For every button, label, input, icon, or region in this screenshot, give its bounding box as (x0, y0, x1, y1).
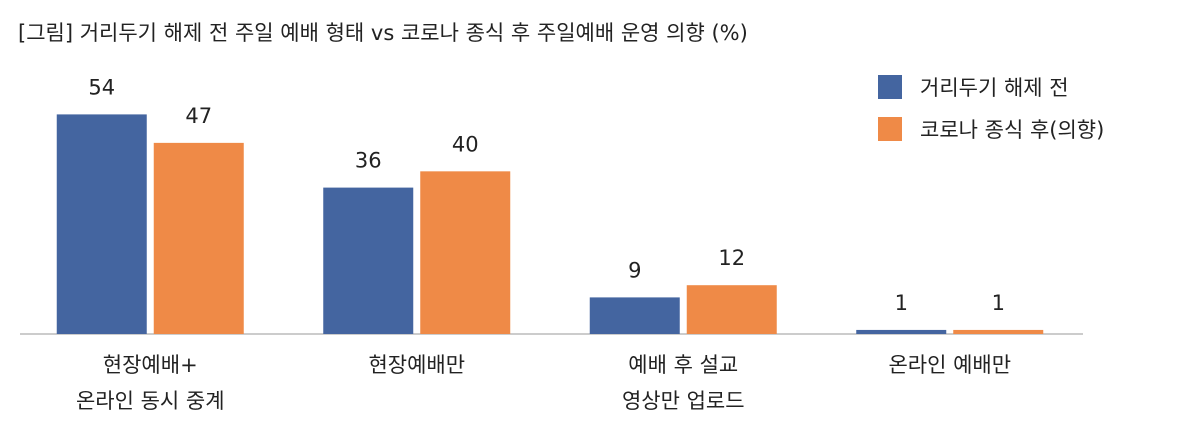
value-label: 54 (88, 75, 115, 99)
value-label: 12 (718, 246, 745, 270)
legend-label: 거리두기 해제 전 (920, 76, 1069, 100)
chart-title: [그림] 거리두기 해제 전 주일 예배 형태 vs 코로나 종식 후 주일예배… (18, 21, 748, 45)
value-label: 36 (355, 149, 382, 173)
value-label: 40 (452, 132, 479, 156)
value-label: 47 (185, 104, 212, 128)
legend-swatch (878, 75, 902, 99)
x-tick-label: 현장예배만 (368, 353, 466, 377)
value-label: 1 (895, 291, 908, 315)
bar (56, 114, 147, 335)
bar (953, 329, 1044, 334)
bar (589, 297, 680, 334)
bar (153, 142, 244, 334)
value-label: 9 (628, 258, 641, 282)
legend-swatch (878, 117, 902, 141)
x-tick-label: 예배 후 설교 영상만 업로드 (621, 353, 745, 413)
bar (686, 285, 777, 334)
bar (420, 171, 511, 334)
bar (323, 187, 414, 334)
bar (856, 329, 947, 334)
x-tick-label: 온라인 예배만 (888, 353, 1012, 377)
x-tick-label: 현장예배+ 온라인 동시 중계 (75, 353, 225, 413)
legend-label: 코로나 종식 후(의향) (920, 118, 1104, 142)
value-label: 1 (992, 291, 1005, 315)
